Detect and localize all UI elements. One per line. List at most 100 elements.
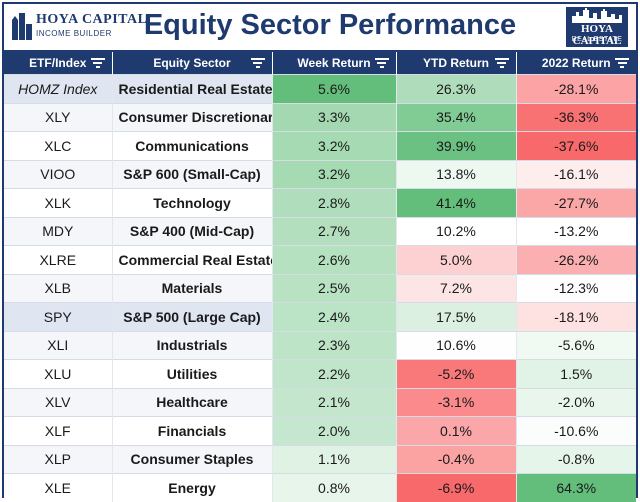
filter-icon[interactable]	[615, 58, 629, 68]
ticker-cell: XLC	[4, 131, 112, 160]
ytd-return-cell: 35.4%	[395, 102, 516, 132]
table-row: XLRE Commercial Real Estate 2.6% 5.0% -26.2%	[4, 245, 636, 274]
filter-icon[interactable]	[90, 58, 105, 68]
week-return-cell: 2.6%	[271, 245, 396, 274]
column-header-label: YTD Return	[423, 56, 489, 70]
sector-cell: Healthcare	[111, 387, 272, 417]
y2022-return-cell: -37.6%	[515, 131, 636, 160]
ytd-return-cell: -6.9%	[395, 473, 516, 502]
week-return-cell: 2.5%	[271, 273, 396, 303]
sector-cell: Utilities	[111, 359, 272, 388]
ytd-return-cell: -5.2%	[395, 359, 516, 388]
table-row: XLE Energy 0.8% -6.9% 64.3%	[4, 473, 636, 502]
ticker-cell: VIOO	[4, 159, 112, 189]
ticker-cell: XLK	[4, 188, 112, 217]
y2022-return-cell: 1.5%	[515, 359, 636, 388]
ticker-cell: XLE	[4, 473, 112, 502]
y2022-return-cell: -5.6%	[515, 330, 636, 360]
right-logo-subtitle: REAL ESTATE	[571, 36, 623, 43]
filter-icon[interactable]	[374, 58, 389, 68]
table-row: XLB Materials 2.5% 7.2% -12.3%	[4, 273, 636, 303]
column-header-label: Week Return	[297, 56, 371, 70]
y2022-return-cell: -0.8%	[515, 444, 636, 474]
ytd-return-cell: 39.9%	[395, 131, 516, 160]
ticker-cell: SPY	[4, 302, 112, 331]
ytd-return-cell: 0.1%	[395, 416, 516, 445]
table-row: XLU Utilities 2.2% -5.2% 1.5%	[4, 359, 636, 388]
column-header-label: Equity Sector	[153, 56, 231, 70]
left-logo-subtitle: INCOME BUILDER	[36, 29, 112, 38]
y2022-return-cell: -18.1%	[515, 302, 636, 331]
ytd-return-cell: -3.1%	[395, 387, 516, 417]
filter-icon[interactable]	[250, 58, 265, 68]
week-return-cell: 3.2%	[271, 131, 396, 160]
ytd-return-cell: 13.8%	[395, 159, 516, 189]
week-return-cell: 2.3%	[271, 330, 396, 360]
sector-cell: Materials	[111, 273, 272, 303]
table-row: XLF Financials 2.0% 0.1% -10.6%	[4, 416, 636, 445]
sector-cell: S&P 400 (Mid-Cap)	[111, 216, 272, 246]
skyline-icon	[572, 8, 622, 23]
week-return-cell: 2.2%	[271, 359, 396, 388]
ytd-return-cell: 7.2%	[395, 273, 516, 303]
week-return-cell: 2.1%	[271, 387, 396, 417]
ticker-cell: XLRE	[4, 245, 112, 274]
column-header-label: ETF/Index	[29, 56, 87, 70]
ytd-return-cell: 26.3%	[395, 74, 516, 103]
building-icon	[12, 13, 32, 40]
sector-cell: S&P 600 (Small-Cap)	[111, 159, 272, 189]
y2022-return-cell: -36.3%	[515, 102, 636, 132]
y2022-return-cell: -10.6%	[515, 416, 636, 445]
page-title: Equity Sector Performance	[143, 9, 517, 41]
sector-cell: Commercial Real Estate	[111, 245, 272, 274]
left-logo-brand: HOYA CAPITAL	[36, 12, 148, 27]
week-return-cell: 5.6%	[271, 74, 396, 103]
table-row: XLY Consumer Discretionary 3.3% 35.4% -36.3%	[4, 102, 636, 132]
week-return-cell: 1.1%	[271, 444, 396, 474]
sector-cell: Residential Real Estate	[111, 74, 272, 103]
ticker-cell: MDY	[4, 216, 112, 246]
ytd-return-cell: 17.5%	[395, 302, 516, 331]
week-return-cell: 2.0%	[271, 416, 396, 445]
y2022-return-cell: -16.1%	[515, 159, 636, 189]
y2022-return-cell: -12.3%	[515, 273, 636, 303]
week-return-cell: 2.4%	[271, 302, 396, 331]
column-header-etf[interactable]: ETF/Index	[4, 52, 112, 75]
table-row: SPY S&P 500 (Large Cap) 2.4% 17.5% -18.1%	[4, 302, 636, 331]
column-header-2022[interactable]: 2022 Return	[515, 52, 636, 75]
table-row: XLP Consumer Staples 1.1% -0.4% -0.8%	[4, 444, 636, 474]
ytd-return-cell: 5.0%	[395, 245, 516, 274]
sector-performance-table: ETF/Index Equity Sector Week Return YTD …	[4, 52, 636, 502]
table-row: HOMZ Index Residential Real Estate 5.6% 26.…	[4, 74, 636, 103]
column-header-ytd[interactable]: YTD Return	[395, 52, 516, 75]
sector-cell: Energy	[111, 473, 272, 502]
real-estate-logo: HOYA CAPITAL REAL ESTATE	[566, 7, 628, 47]
right-logo-brand: HOYA CAPITAL	[572, 23, 622, 47]
ticker-cell: HOMZ Index	[4, 74, 112, 103]
ticker-cell: XLB	[4, 273, 112, 303]
sector-cell: Financials	[111, 416, 272, 445]
y2022-return-cell: -26.2%	[515, 245, 636, 274]
table-row: XLC Communications 3.2% 39.9% -37.6%	[4, 131, 636, 160]
table-row: VIOO S&P 600 (Small-Cap) 3.2% 13.8% -16.1%	[4, 159, 636, 189]
sector-cell: Communications	[111, 131, 272, 160]
table-row: MDY S&P 400 (Mid-Cap) 2.7% 10.2% -13.2%	[4, 216, 636, 246]
income-builder-logo: HOYA CAPITAL INCOME BUILDER	[10, 10, 147, 44]
column-header-week[interactable]: Week Return	[271, 52, 396, 75]
y2022-return-cell: -2.0%	[515, 387, 636, 417]
y2022-return-cell: 64.3%	[515, 473, 636, 502]
sector-cell: Technology	[111, 188, 272, 217]
sector-cell: S&P 500 (Large Cap)	[111, 302, 272, 331]
column-header-sector[interactable]: Equity Sector	[111, 52, 272, 75]
filter-icon[interactable]	[494, 58, 509, 68]
table-body: HOMZ Index Residential Real Estate 5.6% 26.…	[4, 74, 636, 502]
title-banner: HOYA CAPITAL INCOME BUILDER Equity Secto…	[4, 4, 636, 52]
sector-cell: Consumer Discretionary	[111, 102, 272, 132]
ticker-cell: XLI	[4, 330, 112, 360]
week-return-cell: 2.7%	[271, 216, 396, 246]
week-return-cell: 3.2%	[271, 159, 396, 189]
week-return-cell: 3.3%	[271, 102, 396, 132]
ytd-return-cell: 41.4%	[395, 188, 516, 217]
week-return-cell: 0.8%	[271, 473, 396, 502]
